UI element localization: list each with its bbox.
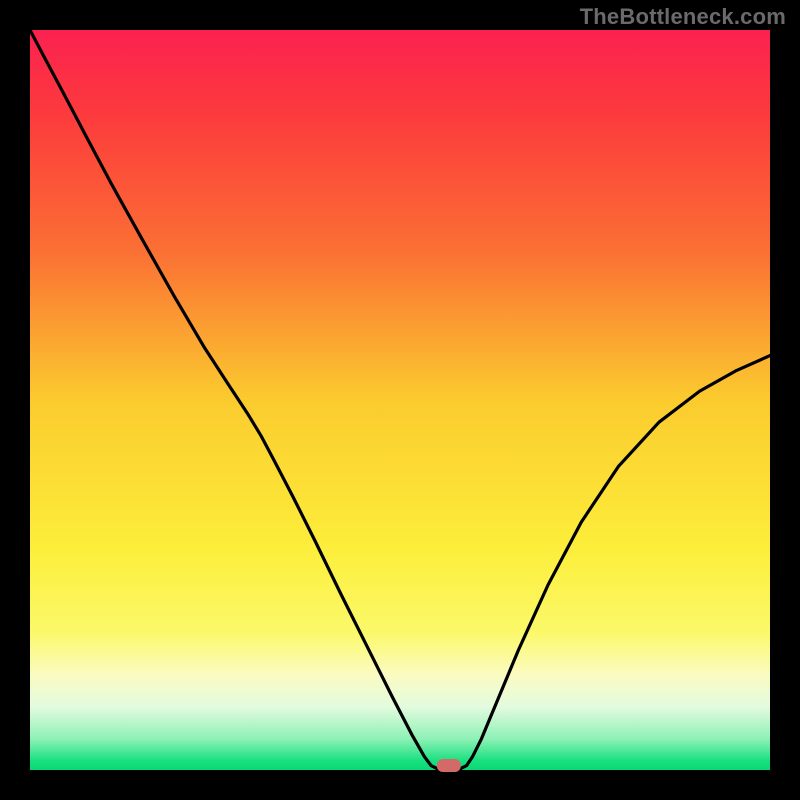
bottleneck-chart [0, 0, 800, 800]
watermark-label: TheBottleneck.com [580, 4, 786, 30]
chart-container: TheBottleneck.com [0, 0, 800, 800]
optimal-point-marker [437, 759, 461, 772]
plot-area [30, 30, 770, 770]
